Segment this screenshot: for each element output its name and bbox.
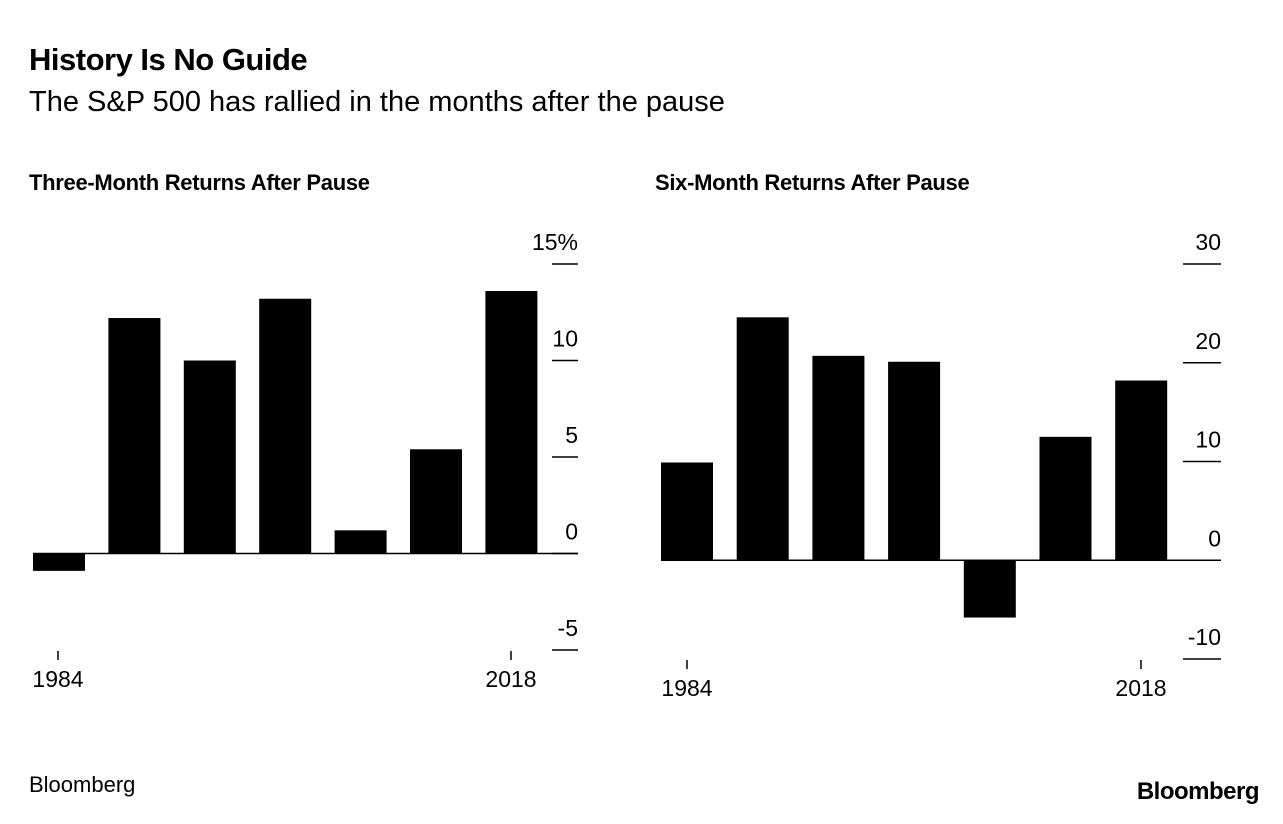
bar: [963, 560, 1016, 618]
bar: [485, 291, 538, 554]
bar: [259, 298, 312, 554]
chart-title: History Is No Guide: [29, 42, 308, 77]
y-tick-label: 0: [1208, 525, 1221, 551]
bar: [183, 360, 236, 554]
y-tick-label: 15%: [532, 229, 578, 255]
source-label: Bloomberg: [29, 772, 136, 797]
bar: [334, 530, 387, 554]
bar: [661, 462, 713, 561]
y-tick-label: -5: [558, 615, 578, 641]
bloomberg-logo: Bloomberg: [1136, 778, 1260, 805]
y-tick-label: 10: [552, 326, 578, 352]
y-tick-label: 0: [565, 519, 578, 545]
bar: [736, 317, 789, 561]
bar: [1115, 380, 1168, 561]
bar: [888, 361, 941, 561]
bar: [410, 449, 462, 554]
y-tick-label: -10: [1188, 624, 1221, 650]
chart-subtitle: The S&P 500 has rallied in the months af…: [29, 86, 725, 118]
x-tick-label: 2018: [485, 666, 536, 692]
x-tick-label: 1984: [661, 675, 712, 701]
y-tick-label: 5: [565, 422, 578, 448]
x-tick-label: 2018: [1115, 675, 1166, 701]
y-tick-label: 10: [1195, 427, 1221, 453]
bar: [108, 318, 161, 554]
bar: [1039, 436, 1092, 561]
right-chart-title: Six-Month Returns After Pause: [655, 170, 970, 195]
y-tick-label: 20: [1195, 328, 1221, 354]
x-tick-label: 1984: [32, 666, 83, 692]
y-tick-label: 30: [1195, 229, 1221, 255]
bar: [33, 553, 85, 571]
left-chart-title: Three-Month Returns After Pause: [29, 170, 370, 195]
bar: [812, 355, 865, 561]
